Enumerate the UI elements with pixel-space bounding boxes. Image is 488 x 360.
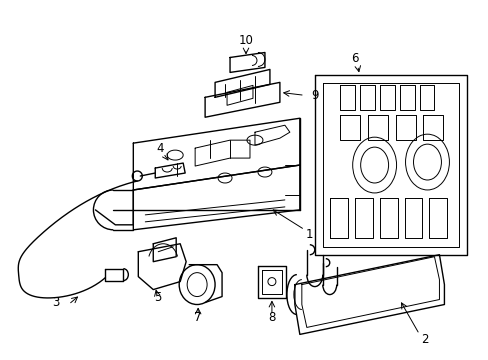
Text: 10: 10 — [238, 34, 253, 47]
Text: 9: 9 — [310, 89, 318, 102]
Text: 8: 8 — [268, 311, 275, 324]
Text: 2: 2 — [420, 333, 427, 346]
Text: 6: 6 — [350, 52, 358, 65]
Text: 3: 3 — [52, 296, 59, 309]
Text: 1: 1 — [305, 228, 313, 241]
Text: 7: 7 — [194, 311, 202, 324]
Text: 5: 5 — [154, 291, 162, 304]
Text: 4: 4 — [156, 141, 163, 155]
